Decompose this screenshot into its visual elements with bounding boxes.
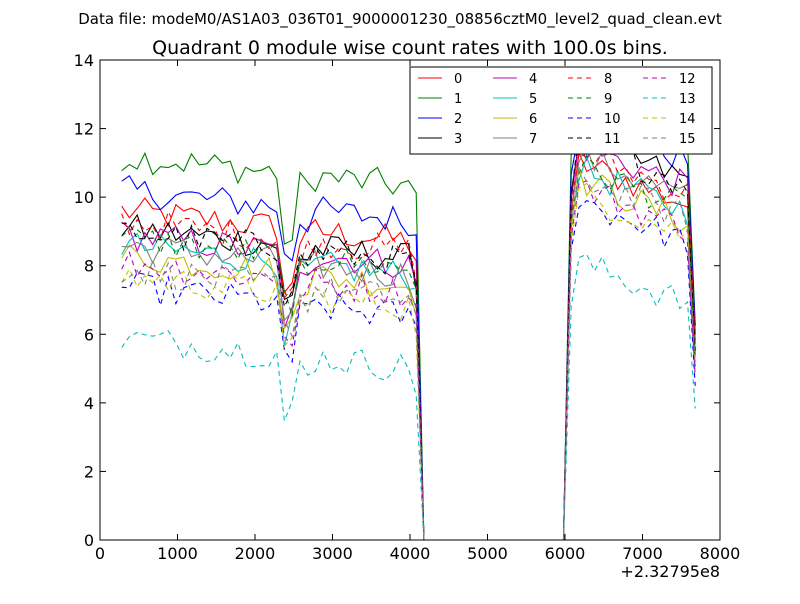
x-tick-label: 5000: [467, 544, 508, 563]
series-line-8: [121, 150, 696, 541]
legend-label-3: 3: [454, 132, 462, 147]
legend-label-11: 11: [604, 132, 621, 147]
series-line-1: [121, 84, 696, 541]
legend-label-4: 4: [529, 72, 537, 87]
series-layer: [121, 84, 696, 541]
legend-label-2: 2: [454, 112, 462, 127]
legend-label-14: 14: [679, 112, 696, 127]
series-line-9: [121, 154, 696, 541]
x-tick-label: 6000: [545, 544, 586, 563]
x-tick-label: 2000: [235, 544, 276, 563]
legend-label-5: 5: [529, 92, 537, 107]
series-line-0: [121, 150, 696, 541]
y-tick-label: 4: [84, 394, 94, 413]
series-line-2: [121, 120, 696, 541]
legend-label-9: 9: [604, 92, 612, 107]
y-tick-label: 6: [84, 325, 94, 344]
series-line-15: [121, 164, 696, 541]
x-tick-label: 3000: [312, 544, 353, 563]
y-tick-label: 0: [84, 531, 94, 550]
x-tick-label: 0: [95, 544, 105, 563]
chart-title: Quadrant 0 module wise count rates with …: [152, 37, 668, 59]
series-line-6: [121, 167, 696, 541]
series-line-14: [121, 182, 696, 541]
y-tick-label: 10: [74, 188, 94, 207]
series-line-7: [121, 144, 696, 541]
legend-label-12: 12: [679, 72, 696, 87]
y-tick-label: 8: [84, 257, 94, 276]
x-tick-label: 1000: [157, 544, 198, 563]
series-line-5: [121, 155, 696, 541]
legend-label-1: 1: [454, 92, 462, 107]
x-tick-label: 7000: [622, 544, 663, 563]
y-tick-label: 14: [74, 51, 94, 70]
x-tick-label: 4000: [390, 544, 431, 563]
x-tick-label: 8000: [700, 544, 741, 563]
y-tick-label: 12: [74, 120, 94, 139]
legend-label-15: 15: [679, 132, 696, 147]
series-line-4: [121, 140, 696, 541]
series-line-12: [121, 180, 696, 541]
legend-label-10: 10: [604, 112, 621, 127]
legend-label-7: 7: [529, 132, 537, 147]
x-offset-label: +2.32795e8: [620, 562, 720, 581]
figure-suptitle: Data file: modeM0/AS1A03_036T01_90000012…: [78, 10, 722, 29]
series-line-10: [121, 200, 696, 541]
y-tick-label: 2: [84, 462, 94, 481]
legend-label-8: 8: [604, 72, 612, 87]
legend-label-13: 13: [679, 92, 696, 107]
legend-box: [409, 66, 713, 155]
ticks-layer: 0 1000 2000 3000 4000 5000 6000 7000 80000246810…: [74, 51, 741, 563]
series-line-13: [121, 253, 696, 541]
legend-label-0: 0: [454, 72, 462, 87]
legend-label-6: 6: [529, 112, 537, 127]
